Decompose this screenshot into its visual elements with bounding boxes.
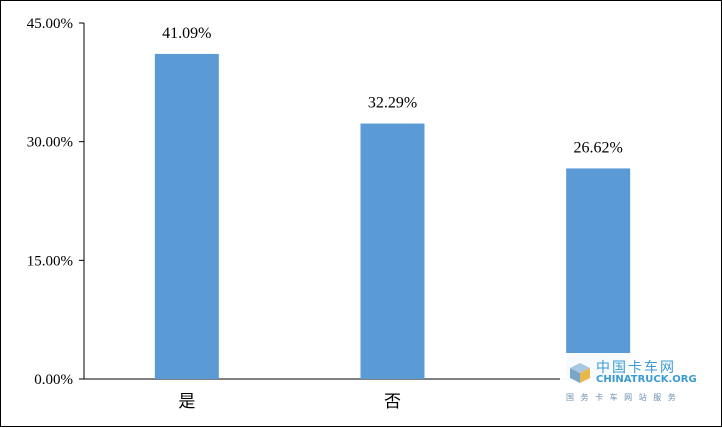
bar xyxy=(360,123,425,379)
watermark-tagline: 国 务 卡 车 网 站 服 务 xyxy=(566,393,678,402)
data-label: 41.09% xyxy=(162,25,211,42)
watermark-logo: 中国卡车网 CHINATRUCK.ORG 国 务 卡 车 网 站 服 务 xyxy=(560,353,720,409)
y-tick-label: 45.00% xyxy=(27,16,73,32)
data-label: 26.62% xyxy=(574,139,623,156)
y-tick-label: 15.00% xyxy=(27,253,73,269)
watermark-name: 中国卡车网 xyxy=(596,360,676,376)
x-category-label: 是 xyxy=(178,392,195,411)
truck-box-icon xyxy=(570,363,590,383)
data-label: 32.29% xyxy=(368,95,417,112)
x-category-label: 否 xyxy=(384,392,401,411)
bar xyxy=(154,53,219,380)
y-tick-label: 0.00% xyxy=(34,372,73,388)
bar xyxy=(566,168,631,379)
y-tick-label: 30.00% xyxy=(27,135,73,151)
watermark-latin: CHINATRUCK.ORG xyxy=(596,374,697,385)
